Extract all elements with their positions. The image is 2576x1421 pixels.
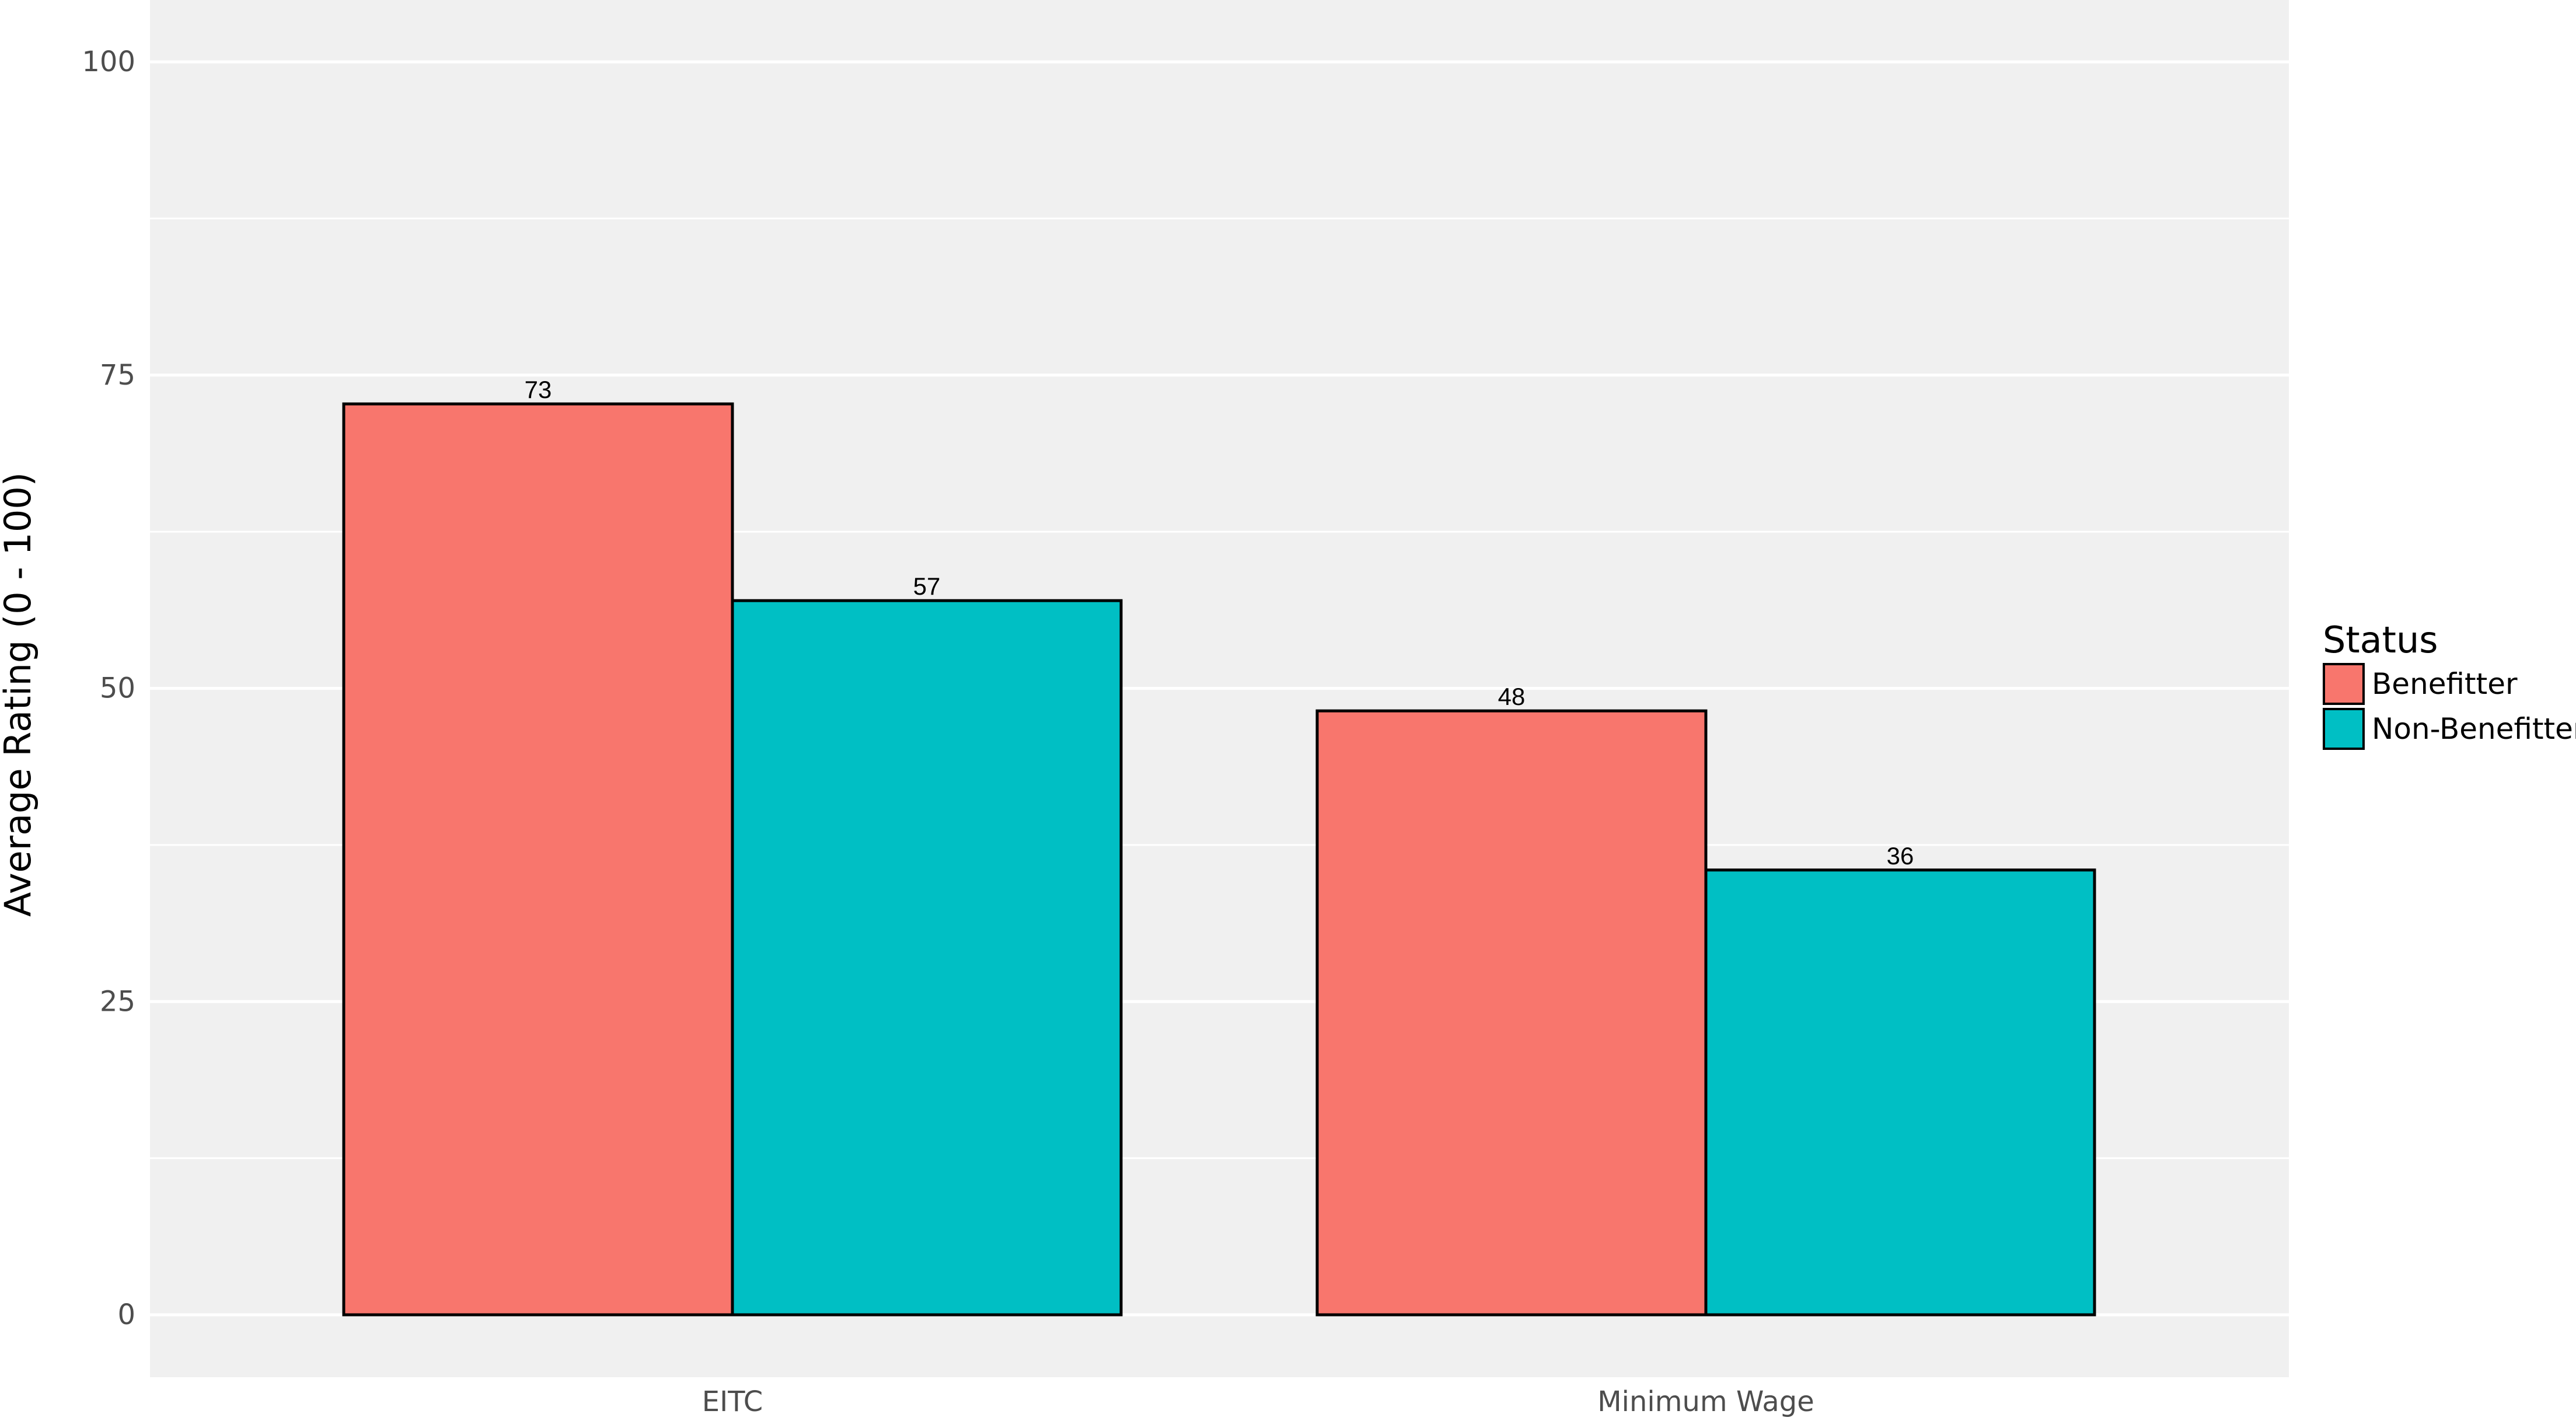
y-tick-label: 100 (82, 46, 135, 78)
y-axis-title: Average Rating (0 - 100) (0, 472, 39, 917)
legend: Status Benefitter Non-Benefitter (2323, 619, 2576, 750)
legend-swatch (2323, 708, 2365, 750)
legend-label: Non-Benefitter (2372, 712, 2576, 746)
data-label: 36 (1887, 842, 1914, 870)
bars (342, 402, 2096, 1317)
y-axis-ticks: 0 25 50 75 100 (82, 46, 135, 1331)
bar-benefitter-eitc (342, 402, 734, 1317)
data-label: 48 (1498, 683, 1526, 710)
y-tick-label: 50 (100, 672, 135, 705)
x-tick-label: EITC (702, 1385, 763, 1418)
bar-non-benefitter-eitc (731, 599, 1123, 1317)
data-label: 73 (525, 376, 552, 403)
bar-benefitter-minimum-wage (1315, 709, 1708, 1317)
x-axis-ticks: EITC Minimum Wage (702, 1385, 1814, 1418)
y-tick-label: 75 (100, 359, 135, 392)
y-tick-label: 25 (100, 985, 135, 1018)
bar-non-benefitter-minimum-wage (1704, 868, 2096, 1317)
data-label: 57 (913, 572, 941, 600)
y-tick-label: 0 (117, 1298, 135, 1331)
x-tick-label: Minimum Wage (1597, 1385, 1814, 1418)
legend-title: Status (2323, 619, 2438, 661)
legend-swatch (2323, 663, 2365, 705)
data-labels: 73 57 48 36 (525, 376, 1914, 870)
legend-label: Benefitter (2372, 667, 2518, 701)
